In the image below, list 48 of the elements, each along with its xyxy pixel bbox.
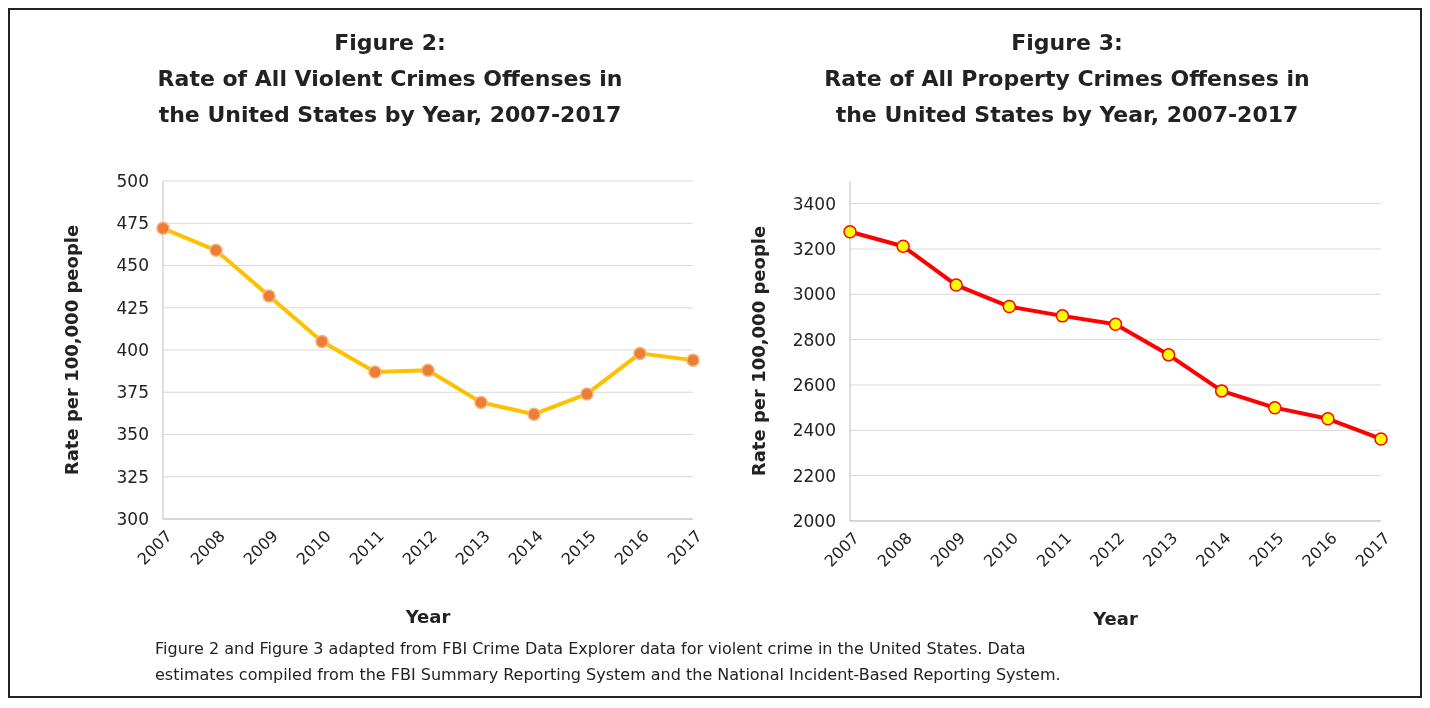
y-tick-label: 500: [116, 170, 149, 191]
point: [1161, 348, 1176, 362]
point: [1268, 400, 1282, 415]
y-tick-label: 325: [116, 466, 149, 487]
point: [949, 278, 963, 292]
point: [843, 225, 857, 239]
point: [1002, 299, 1017, 314]
y-tick-label: 2600: [792, 374, 836, 395]
caption: Figure 2 and Figure 3 adapted from FBI Crime Data Explorer data for violent crime in the United States. Data estimates compiled from the FBI Summary Reporting System and the National Incident-Based Reporting System.: [155, 639, 1061, 684]
y-tick-label: 475: [116, 213, 149, 234]
point: [156, 221, 170, 236]
chart-subtitle: Rate of All Violent Crimes Offenses in the United States by Year, 2007-2017: [157, 66, 623, 127]
y-tick-label: 350: [116, 424, 149, 445]
y-tick-label: 450: [116, 255, 149, 276]
y-tick-label: 425: [116, 297, 149, 318]
chart-subtitle: Rate of All Property Crimes Offenses in the United States by Year, 2007-2017: [824, 66, 1310, 127]
point: [1055, 309, 1070, 323]
point: [527, 407, 541, 421]
y-tick-label: 2400: [792, 420, 836, 441]
x-axis-title: Year: [404, 606, 451, 627]
point: [315, 334, 329, 349]
point: [686, 353, 700, 367]
chart-title: Figure 2:: [334, 30, 446, 55]
point: [1108, 317, 1123, 331]
point: [1374, 432, 1388, 446]
point: [209, 243, 223, 258]
x-axis-title: Year: [1092, 608, 1138, 629]
y-tick-label: 3200: [792, 238, 836, 259]
point: [633, 346, 647, 361]
y-tick-label: 3000: [792, 284, 836, 305]
y-tick-label: 2000: [792, 510, 836, 531]
point: [474, 395, 488, 410]
point: [896, 239, 910, 254]
point: [262, 289, 276, 303]
y-tick-label: 2200: [792, 465, 836, 486]
y-tick-label: 3400: [792, 193, 836, 214]
y-tick-label: 375: [116, 382, 149, 403]
chart-title: Figure 3:: [1011, 30, 1123, 55]
point: [421, 363, 435, 378]
y-axis-title: Rate per 100,000 people: [748, 225, 769, 477]
y-axis-title: Rate per 100,000 people: [61, 224, 82, 476]
y-tick-label: 400: [116, 339, 149, 360]
point: [580, 387, 594, 401]
y-tick-label: 300: [116, 508, 149, 529]
point: [1214, 384, 1229, 398]
point: [368, 365, 382, 379]
y-tick-label: 2800: [792, 329, 836, 350]
point: [1321, 412, 1335, 426]
